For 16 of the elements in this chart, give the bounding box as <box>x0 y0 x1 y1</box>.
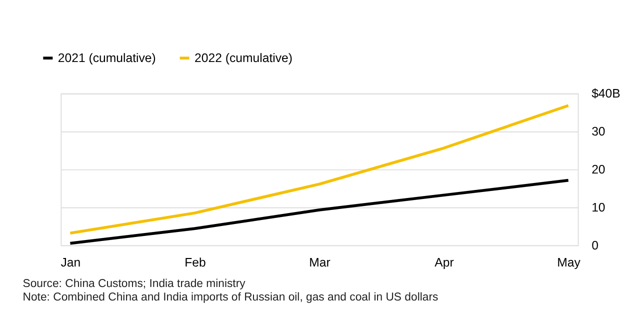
legend-label: 2022 (cumulative) <box>194 50 293 65</box>
line-series <box>68 104 570 235</box>
y-tick-label: 10 <box>592 200 606 215</box>
x-tick-label: Apr <box>434 256 454 270</box>
legend-label: 2021 (cumulative) <box>58 50 156 65</box>
source-note: Source: China Customs; India trade ministry <box>22 278 246 290</box>
y-tick-label: 20 <box>592 162 606 177</box>
y-tick-label: 0 <box>592 238 599 253</box>
x-tick-label: Feb <box>184 256 206 270</box>
line-series <box>68 178 570 245</box>
x-tick-label: May <box>557 256 582 270</box>
x-tick-label: Mar <box>309 256 330 270</box>
y-tick-label: $40B <box>592 86 620 101</box>
y-tick-label: 30 <box>592 124 606 139</box>
x-tick-label: Jan <box>60 256 81 270</box>
text: Note: Combined China and India imports of Russian oil, gas and coal in US dollars <box>22 291 438 304</box>
